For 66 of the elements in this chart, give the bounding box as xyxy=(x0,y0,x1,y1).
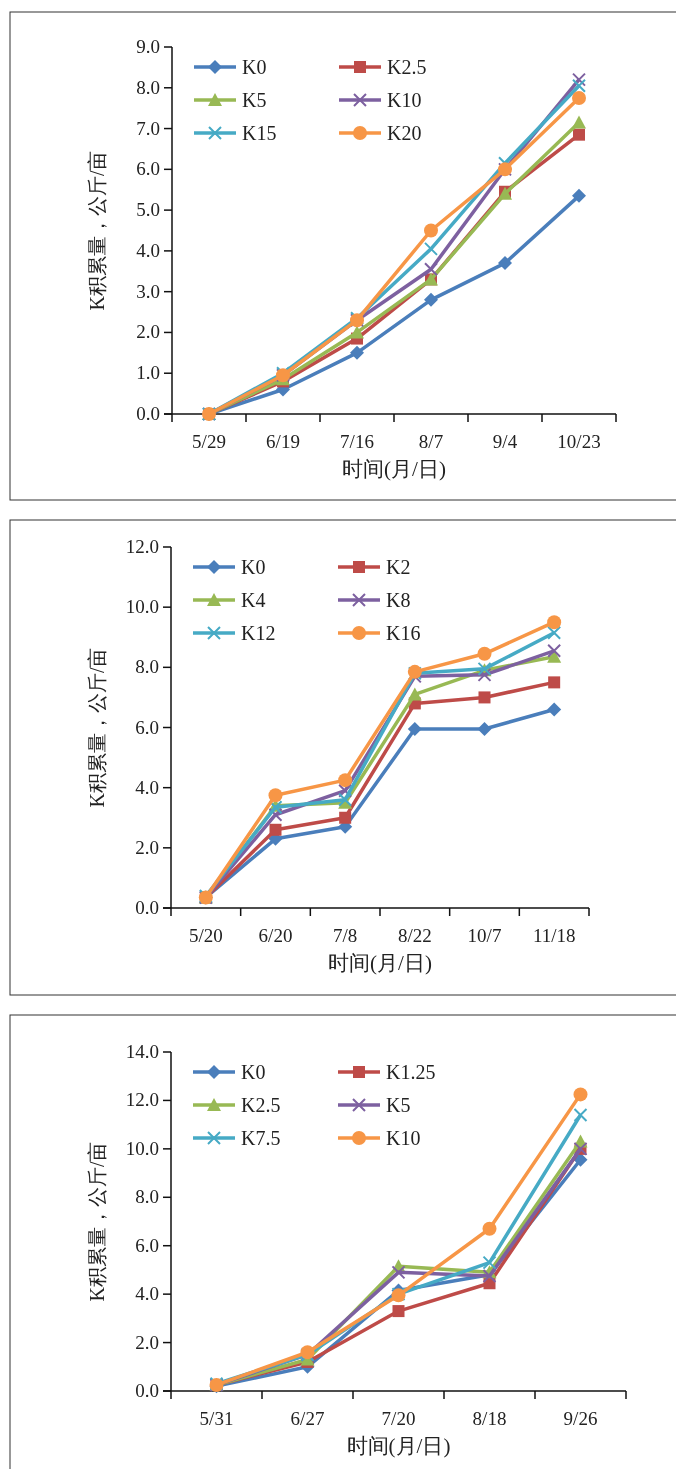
legend-label: K1.25 xyxy=(386,1061,436,1083)
legend-label: K2.5 xyxy=(387,56,427,78)
x-tick-label: 8/18 xyxy=(472,1408,507,1429)
legend-label: K0 xyxy=(241,556,266,578)
y-tick-label: 10.0 xyxy=(125,596,159,618)
legend-label: K12 xyxy=(241,622,276,644)
y-tick-label: 6.0 xyxy=(135,716,159,738)
legend-label: K0 xyxy=(242,56,267,78)
y-tick-label: 2.0 xyxy=(135,836,159,858)
legend-label: K10 xyxy=(387,89,422,111)
y-tick-label: 5.0 xyxy=(136,199,160,221)
y-tick-label: 10.0 xyxy=(125,1137,159,1159)
x-axis-title: 时间(月/日) xyxy=(328,951,432,975)
y-tick-label: 12.0 xyxy=(125,1089,159,1111)
y-tick-label: 14.0 xyxy=(125,1041,159,1062)
y-tick-label: 1.0 xyxy=(136,362,160,384)
y-tick-label: 3.0 xyxy=(136,280,160,302)
y-tick-label: 6.0 xyxy=(135,1234,159,1256)
legend-label: K2.5 xyxy=(241,1094,281,1116)
x-tick-label: 6/27 xyxy=(290,1408,325,1429)
legend-label: K15 xyxy=(242,122,277,144)
x-tick-label: 7/8 xyxy=(333,925,358,946)
legend-label: K16 xyxy=(386,622,421,644)
x-tick-label: 5/20 xyxy=(188,925,223,946)
y-axis-title: K积累量，公斤/亩 xyxy=(86,647,108,808)
x-tick-label: 8/22 xyxy=(397,925,432,946)
x-tick-label: 6/20 xyxy=(258,925,293,946)
legend-label: K2 xyxy=(386,556,411,578)
y-tick-label: 0.0 xyxy=(135,897,159,918)
x-tick-label: 10/7 xyxy=(467,925,502,946)
y-tick-label: 7.0 xyxy=(136,117,160,139)
x-axis-title: 时间(月/日) xyxy=(346,1434,451,1458)
y-tick-label: 8.0 xyxy=(135,1186,159,1208)
x-tick-label: 10/23 xyxy=(557,431,601,452)
x-tick-label: 8/7 xyxy=(418,431,444,452)
y-tick-label: 8.0 xyxy=(136,76,160,98)
legend-label: K8 xyxy=(386,589,411,611)
y-axis-title: K积累量，公斤/亩 xyxy=(86,1141,108,1302)
legend-label: K10 xyxy=(386,1127,421,1149)
x-tick-label: 9/26 xyxy=(563,1408,598,1429)
y-tick-label: 4.0 xyxy=(135,1283,159,1305)
x-axis-title: 时间(月/日) xyxy=(342,457,446,481)
y-tick-label: 2.0 xyxy=(136,321,160,343)
y-tick-label: 0.0 xyxy=(135,1380,159,1401)
y-tick-label: 9.0 xyxy=(136,36,160,57)
y-tick-label: 6.0 xyxy=(136,158,160,180)
legend-label: K0 xyxy=(241,1061,266,1083)
legend-label: K7.5 xyxy=(241,1127,281,1149)
y-tick-label: 8.0 xyxy=(135,656,159,678)
x-tick-label: 5/29 xyxy=(192,431,226,452)
x-tick-label: 5/31 xyxy=(199,1408,234,1429)
legend-label: K20 xyxy=(387,122,422,144)
x-tick-label: 9/4 xyxy=(492,431,518,452)
y-tick-label: 4.0 xyxy=(136,239,160,261)
legend-label: K5 xyxy=(242,89,267,111)
y-tick-label: 2.0 xyxy=(135,1331,159,1353)
x-tick-label: 7/16 xyxy=(340,431,374,452)
y-axis-title: K积累量，公斤/亩 xyxy=(86,150,108,311)
legend-label: K5 xyxy=(386,1094,411,1116)
y-tick-label: 4.0 xyxy=(135,776,159,798)
x-tick-label: 11/18 xyxy=(532,925,576,946)
y-tick-label: 12.0 xyxy=(125,536,159,557)
legend-label: K4 xyxy=(241,589,266,611)
x-tick-label: 7/20 xyxy=(381,1408,416,1429)
y-tick-label: 0.0 xyxy=(136,403,160,424)
x-tick-label: 6/19 xyxy=(266,431,300,452)
